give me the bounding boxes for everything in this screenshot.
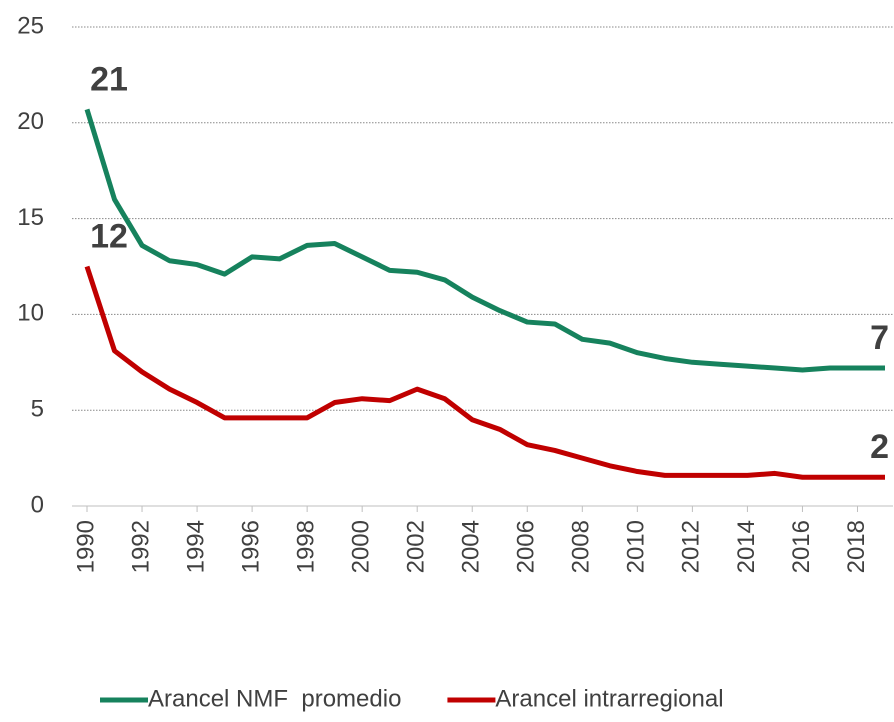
x-tick-label: 1996 [237, 520, 264, 573]
x-tick-label: 1994 [182, 520, 209, 573]
x-tick-label: 2018 [843, 520, 870, 573]
x-tick-label: 2016 [788, 520, 815, 573]
x-tick-label: 2010 [623, 520, 650, 573]
x-tick-label: 1992 [127, 520, 154, 573]
data-label: 12 [90, 217, 128, 255]
y-tick-label: 20 [17, 108, 44, 135]
y-tick-label: 25 [17, 12, 44, 39]
series-line [84, 108, 885, 373]
y-tick-label: 5 [31, 396, 44, 423]
x-tick-label: 2004 [458, 520, 485, 573]
x-tick-label: 2006 [513, 520, 540, 573]
x-tick-label: 2014 [733, 520, 760, 573]
x-tick-label: 2012 [678, 520, 705, 573]
x-tick-label: 2002 [403, 520, 430, 573]
y-tick-label: 0 [31, 491, 44, 518]
y-tick-label: 10 [17, 300, 44, 327]
x-tick-label: 1998 [292, 520, 319, 573]
legend-label: Arancel intrarregional [495, 685, 723, 712]
x-tick-label: 2000 [348, 520, 375, 573]
data-label: 7 [870, 319, 889, 357]
data-label: 2 [870, 428, 889, 466]
data-label: 21 [90, 60, 128, 98]
x-tick-label: 1990 [72, 520, 99, 573]
y-tick-label: 15 [17, 204, 44, 231]
legend-label: Arancel NMF promedio [148, 685, 401, 712]
series-line [84, 265, 885, 480]
x-tick-label: 2008 [568, 520, 595, 573]
